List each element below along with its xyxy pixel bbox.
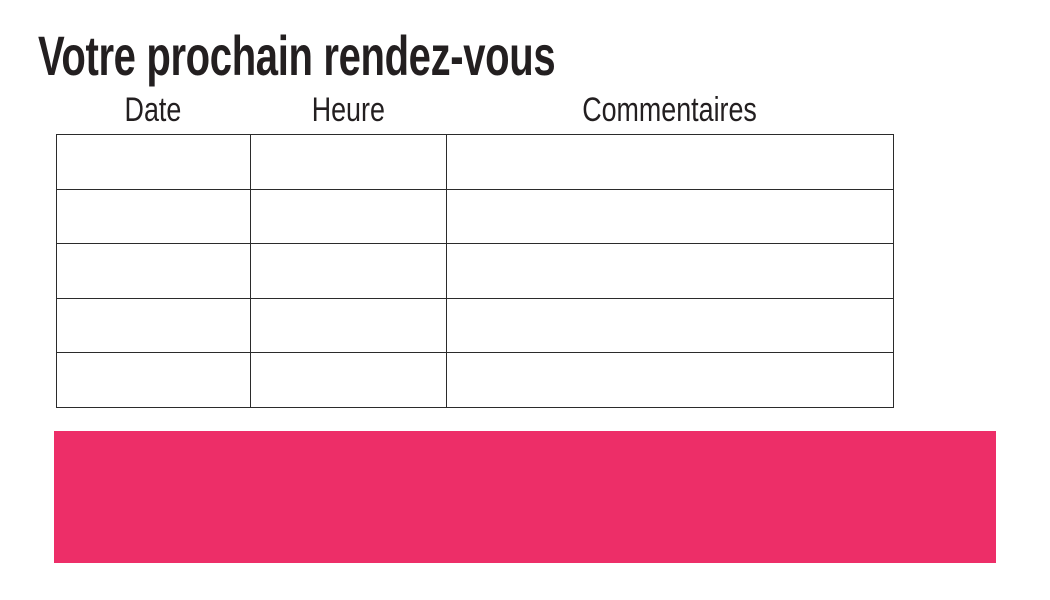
table-row xyxy=(56,243,894,299)
column-header-date: Date xyxy=(124,91,182,129)
table-cell xyxy=(446,243,894,299)
table-cell xyxy=(250,352,447,408)
table-row xyxy=(56,134,894,190)
column-header-commentaires: Commentaires xyxy=(582,91,757,129)
table-cell xyxy=(446,134,894,190)
table-cell xyxy=(56,297,251,354)
column-header-heure: Heure xyxy=(311,91,385,129)
table-row xyxy=(56,297,894,354)
table-cell xyxy=(56,134,251,190)
table-row xyxy=(56,188,894,245)
table-cell xyxy=(250,188,447,245)
table-cell xyxy=(250,297,447,354)
table-cell xyxy=(250,134,447,190)
table-cell xyxy=(446,297,894,354)
table-column-headers: Date Heure Commentaires xyxy=(56,93,893,127)
appointments-table-body xyxy=(56,134,894,408)
table-cell xyxy=(56,243,251,299)
table-cell xyxy=(446,352,894,408)
page-title: Votre prochain rendez-vous xyxy=(38,24,556,87)
table-cell xyxy=(56,352,251,408)
highlight-banner xyxy=(54,431,996,563)
table-row xyxy=(56,352,894,408)
table-cell xyxy=(250,243,447,299)
table-cell xyxy=(446,188,894,245)
appointments-table xyxy=(56,134,894,408)
table-cell xyxy=(56,188,251,245)
